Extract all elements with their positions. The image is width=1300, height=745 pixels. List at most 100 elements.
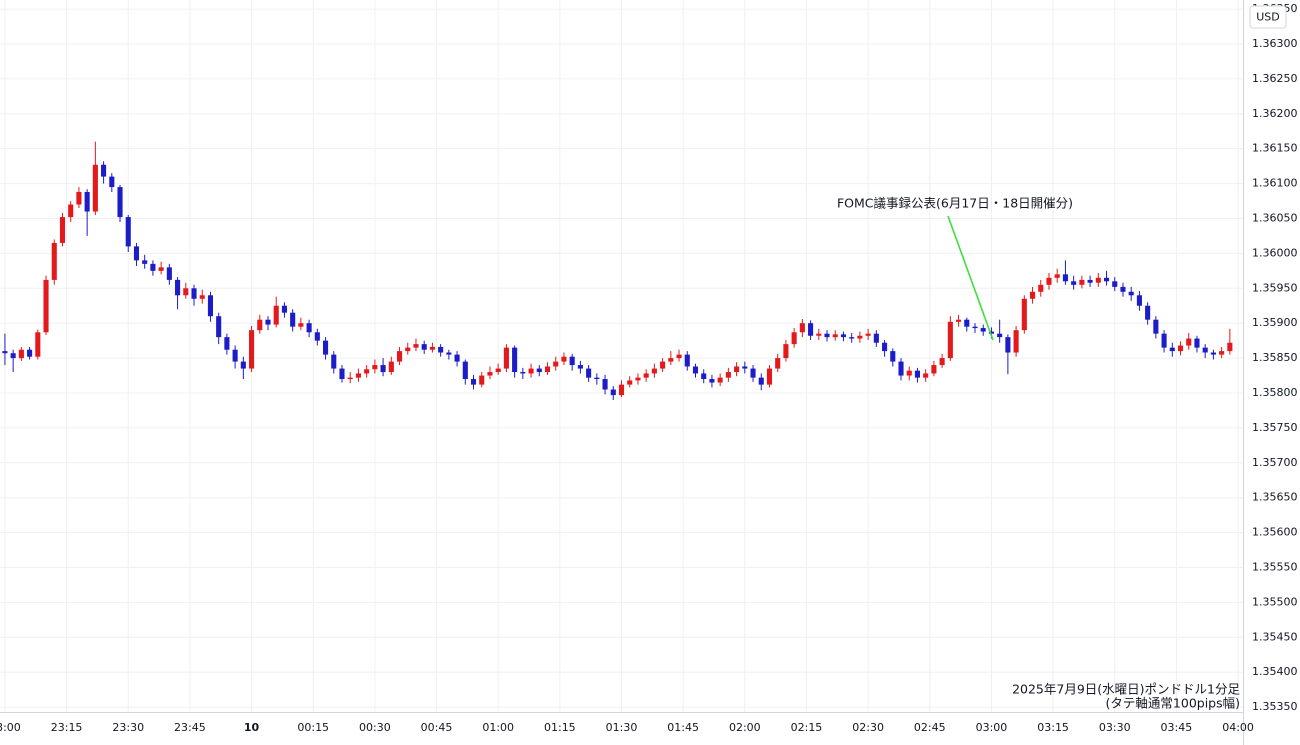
candle-body (561, 356, 567, 362)
candle-body (84, 191, 90, 212)
candle-body (692, 366, 699, 374)
x-tick-label: 02:00 (729, 721, 761, 734)
candle-body (1128, 291, 1134, 296)
candle-body (627, 380, 633, 385)
candle-body (947, 321, 953, 359)
candle-body (898, 361, 904, 376)
y-tick-label: 1.36300 (1252, 37, 1298, 50)
candle-body (849, 337, 855, 339)
x-tick-label: 04:00 (1222, 721, 1254, 734)
candle-body (750, 368, 756, 378)
candle-body (799, 323, 805, 333)
candle-body (684, 354, 690, 367)
candle-body (405, 347, 411, 352)
x-tick-label: 02:30 (852, 721, 884, 734)
x-tick-label: 01:15 (544, 721, 576, 734)
candle-body (454, 354, 460, 362)
x-tick-label: 23:45 (174, 721, 206, 734)
candle-body (1021, 298, 1027, 331)
candle-body (249, 330, 255, 369)
y-tick-label: 1.35750 (1252, 421, 1298, 434)
candle-body (1120, 286, 1126, 292)
candle-body (923, 373, 929, 378)
x-tick-label: 00:45 (421, 721, 453, 734)
x-tick-label: 03:30 (1099, 721, 1131, 734)
candle-body (1038, 284, 1044, 292)
candle-body (314, 332, 320, 341)
candle-body (92, 164, 98, 212)
candle-body (388, 361, 394, 373)
candle-body (281, 305, 287, 313)
candle-body (35, 332, 41, 357)
candle-body (290, 312, 296, 327)
candle-body (125, 217, 131, 247)
y-tick-label: 1.35550 (1252, 561, 1298, 574)
y-tick-label: 1.35350 (1252, 700, 1298, 713)
candle-body (1177, 345, 1184, 352)
candle-body (503, 347, 509, 369)
candle-body (421, 344, 427, 350)
x-tick-label: 03:45 (1161, 721, 1193, 734)
candle-body (766, 368, 773, 385)
candle-body (775, 358, 781, 369)
candle-body (939, 358, 945, 366)
candle-body (2, 351, 8, 354)
candle-body (676, 354, 682, 359)
candle-body (224, 337, 230, 350)
chart-note: (タテ軸通常100pips幅) (1106, 696, 1240, 711)
candle-body (1227, 342, 1233, 352)
candle-body (1219, 351, 1225, 355)
candle-body (109, 176, 115, 188)
candle-body (438, 346, 444, 353)
candle-body (882, 342, 888, 352)
candle-body (725, 372, 731, 378)
candle-body (10, 353, 16, 359)
candle-body (339, 368, 345, 380)
candle-body (232, 349, 238, 362)
candle-body (27, 349, 33, 357)
candles (2, 141, 1233, 400)
candle-body (117, 187, 123, 218)
candle-body (544, 366, 551, 373)
candle-body (191, 288, 197, 299)
candle-body (840, 334, 847, 338)
candle-body (306, 323, 312, 333)
candle-body (495, 368, 501, 373)
candle-body (1095, 277, 1101, 283)
y-tick-label: 1.36150 (1252, 142, 1298, 155)
currency-label: USD (1256, 11, 1280, 24)
x-tick-label: 03:15 (1037, 721, 1069, 734)
y-tick-label: 1.36050 (1252, 211, 1298, 224)
candle-body (997, 333, 1003, 338)
candle-body (577, 365, 583, 369)
candle-body (380, 365, 386, 373)
candle-body (59, 217, 66, 243)
candle-body (1071, 281, 1077, 285)
candle-body (520, 372, 526, 374)
candle-body (347, 377, 353, 380)
candle-body (1153, 319, 1159, 334)
y-tick-label: 1.35800 (1252, 386, 1298, 399)
candle-body (553, 361, 559, 367)
candle-body (462, 361, 468, 380)
y-tick-label: 1.36200 (1252, 107, 1298, 120)
x-tick-label: 01:30 (606, 721, 638, 734)
candle-body (808, 323, 814, 336)
y-tick-label: 1.35600 (1252, 526, 1298, 539)
candle-body (602, 379, 608, 390)
candle-body (364, 369, 370, 374)
candle-body (298, 323, 304, 327)
candle-body (1029, 291, 1036, 299)
candle-body (758, 377, 764, 385)
candle-body (536, 368, 542, 373)
candle-body (413, 344, 419, 348)
x-tick-label: 03:00 (976, 721, 1008, 734)
y-tick-label: 1.36100 (1252, 177, 1298, 190)
candle-body (651, 368, 657, 374)
candle-body (429, 346, 435, 350)
candle-body (569, 356, 575, 366)
y-tick-label: 1.35450 (1252, 630, 1298, 643)
